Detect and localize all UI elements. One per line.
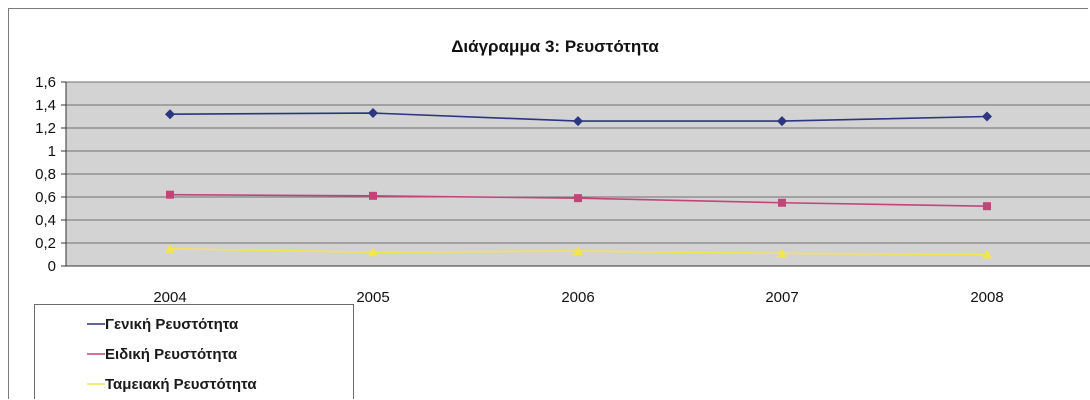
y-tick-label: 1: [48, 143, 56, 160]
y-tick-label: 0,8: [35, 166, 56, 183]
data-point-2: [982, 249, 992, 259]
data-point-2: [368, 247, 378, 257]
y-tick-label: 1,6: [35, 74, 56, 91]
data-point-2: [573, 246, 583, 256]
legend-label-specific: Ειδική Ρευστότητα: [105, 345, 238, 363]
y-tick-label: 0,4: [35, 212, 56, 229]
legend-label-general: Γενική Ρευστότητα: [105, 315, 239, 333]
legend-key-specific: [35, 343, 131, 365]
x-tick-label: 2005: [356, 289, 389, 306]
x-tick-label: 2004: [153, 289, 186, 306]
gridlines: [66, 81, 1090, 267]
legend-item-specific: Ειδική Ρευστότητα: [35, 343, 237, 365]
legend-key-cash: [35, 373, 131, 395]
y-axis: 0 0,2 0,4 0,6 0,8 1 1,2 1,4 1,6: [35, 74, 67, 275]
data-point-0: [777, 116, 787, 127]
data-point-1: [166, 190, 174, 199]
data-point-1: [778, 198, 786, 207]
legend-key-general: [35, 313, 131, 335]
data-point-2: [777, 248, 787, 258]
data-point-1: [983, 202, 991, 211]
data-point-1: [574, 194, 582, 203]
y-tick-label: 1,2: [35, 120, 56, 137]
x-tick-label: 2007: [765, 289, 798, 306]
data-point-0: [165, 109, 175, 120]
data-point-0: [573, 116, 583, 127]
legend: Γενική Ρευστότητα Ειδική Ρευστότητα Ταμε…: [34, 304, 354, 399]
y-tick-label: 0,2: [35, 235, 56, 252]
data-point-1: [369, 191, 377, 200]
x-axis: 2004 2005 2006 2007 2008: [66, 265, 1090, 306]
x-tick-label: 2006: [561, 289, 594, 306]
chart-title: Διάγραμμα 3: Ρευστότητα: [451, 37, 659, 56]
legend-item-general: Γενική Ρευστότητα: [35, 313, 238, 335]
legend-label-cash: Ταμειακή Ρευστότητα: [105, 375, 257, 393]
series-layer: [165, 108, 992, 259]
y-tick-label: 0,6: [35, 189, 56, 206]
data-point-0: [982, 111, 992, 122]
y-tick-label: 0: [48, 258, 56, 275]
data-point-2: [165, 243, 175, 253]
data-point-0: [368, 108, 378, 119]
y-tick-label: 1,4: [35, 97, 56, 114]
legend-item-cash: Ταμειακή Ρευστότητα: [35, 373, 257, 395]
x-tick-label: 2008: [970, 289, 1003, 306]
